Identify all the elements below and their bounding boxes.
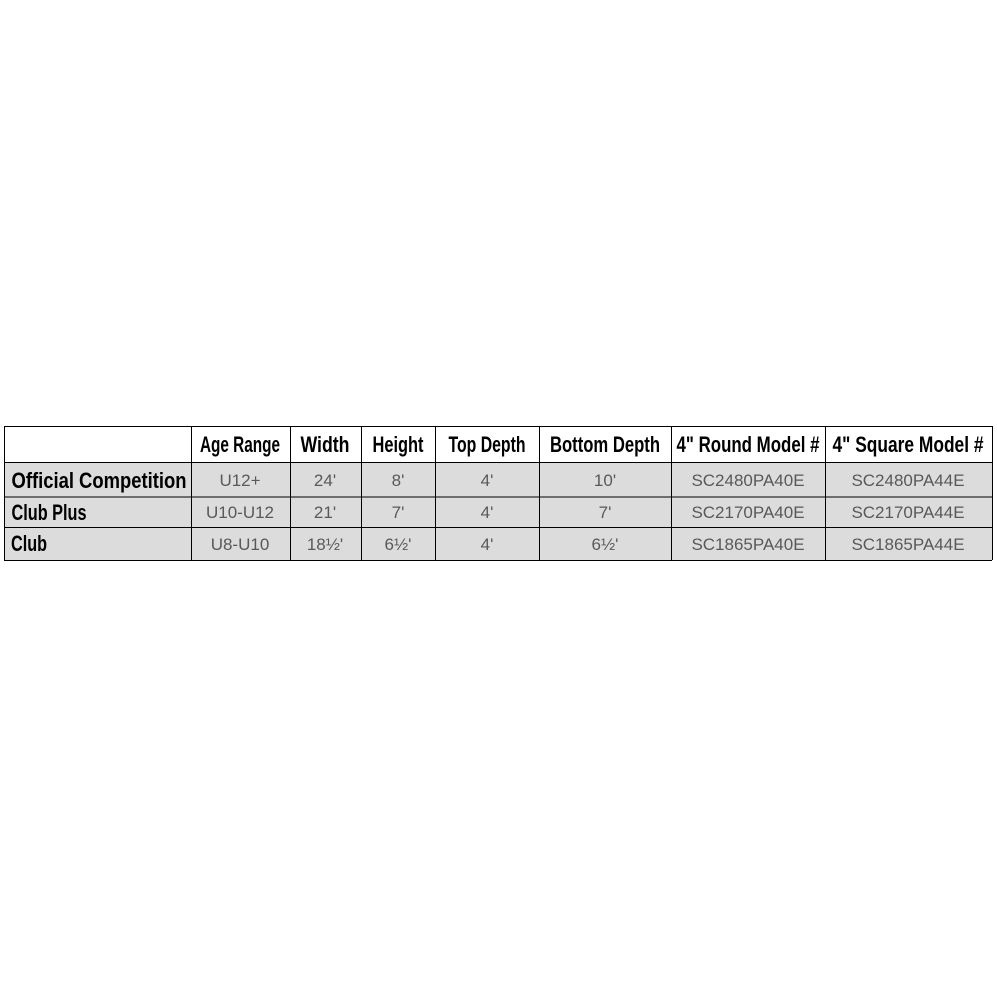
svg-text:4': 4' [481,503,494,522]
svg-text:U8-U10: U8-U10 [211,535,270,554]
svg-text:6½': 6½' [592,535,619,554]
svg-text:SC2480PA44E: SC2480PA44E [851,471,964,490]
svg-text:Club: Club [11,531,47,556]
svg-text:SC1865PA40E: SC1865PA40E [691,535,804,554]
svg-text:Top Depth: Top Depth [449,432,526,457]
svg-text:SC1865PA44E: SC1865PA44E [851,535,964,554]
svg-text:SC2480PA40E: SC2480PA40E [691,471,804,490]
svg-text:Club Plus: Club Plus [12,500,87,525]
svg-text:8': 8' [392,471,405,490]
svg-text:6½': 6½' [385,535,412,554]
svg-text:4': 4' [481,535,494,554]
svg-text:4" Round Model #: 4" Round Model # [677,432,820,457]
svg-text:Height: Height [373,432,424,457]
svg-text:7': 7' [392,503,405,522]
svg-text:Width: Width [301,432,350,457]
svg-text:18½': 18½' [307,535,343,554]
svg-text:U12+: U12+ [219,471,260,490]
svg-text:24': 24' [314,471,336,490]
svg-text:SC2170PA44E: SC2170PA44E [851,503,964,522]
svg-text:4': 4' [481,471,494,490]
svg-text:U10-U12: U10-U12 [206,503,274,522]
svg-text:21': 21' [314,503,336,522]
svg-text:Bottom Depth: Bottom Depth [550,432,660,457]
svg-text:10': 10' [594,471,616,490]
svg-text:Age Range: Age Range [200,432,280,457]
svg-text:4" Square Model #: 4" Square Model # [833,432,984,457]
svg-text:SC2170PA40E: SC2170PA40E [691,503,804,522]
svg-text:7': 7' [599,503,612,522]
svg-text:Official Competition: Official Competition [12,468,187,493]
